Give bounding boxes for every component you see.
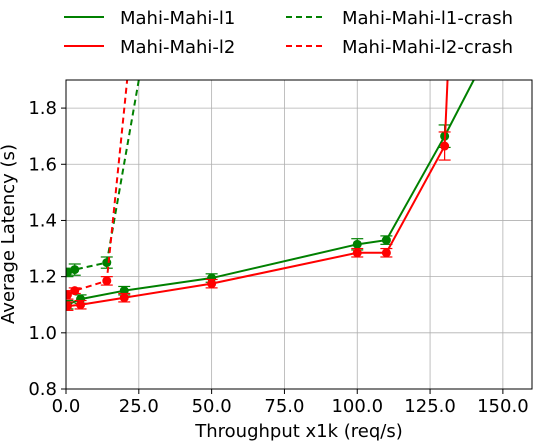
data-point (119, 293, 129, 303)
x-tick-label: 50.0 (192, 396, 232, 417)
x-tick-label: 75.0 (264, 396, 304, 417)
y-tick-label: 1.6 (28, 154, 57, 175)
data-point (70, 286, 80, 296)
data-point (440, 141, 450, 151)
data-point (66, 301, 72, 311)
grid (65, 80, 532, 390)
series-mahi-mahi-l1-crash (66, 80, 140, 278)
y-axis-label: Average Latency (s) (0, 144, 19, 324)
series-mahi-mahi-l2-crash (66, 80, 129, 300)
y-tick-label: 1.2 (28, 267, 57, 288)
data-point (66, 290, 72, 300)
data-point (381, 248, 391, 258)
data-point (352, 248, 362, 258)
x-tick-label: 125.0 (404, 396, 456, 417)
data-point (352, 239, 362, 249)
y-tick-label: 1.8 (28, 98, 57, 119)
y-axis-ticks: 0.8 1.0 1.2 1.4 1.6 1.8 (28, 98, 66, 400)
series-line (67, 80, 140, 274)
series-mahi-mahi-l1 (66, 80, 475, 310)
x-axis-label: Throughput x1k (req/s) (194, 421, 403, 441)
x-tick-label: 25.0 (119, 396, 159, 417)
y-tick-label: 1.4 (28, 210, 57, 231)
legend-entry: Mahi-Mahi-l1 (64, 8, 235, 29)
data-point (207, 279, 217, 289)
legend-entry: Mahi-Mahi-l2 (64, 37, 235, 58)
legend-entry: Mahi-Mahi-l1-crash (286, 8, 513, 29)
x-tick-label: 150.0 (477, 396, 529, 417)
legend-entry: Mahi-Mahi-l2-crash (286, 37, 513, 58)
legend-label: Mahi-Mahi-l1-crash (342, 8, 513, 29)
legend: Mahi-Mahi-l1 Mahi-Mahi-l1-crash Mahi-Mahi-… (64, 8, 513, 58)
legend-label: Mahi-Mahi-l1 (120, 8, 235, 29)
data-point (102, 276, 112, 286)
legend-label: Mahi-Mahi-l2 (120, 37, 235, 58)
series-mahi-mahi-l2 (66, 80, 451, 311)
series-line (67, 80, 475, 306)
series-line (67, 80, 449, 308)
y-tick-label: 0.8 (28, 379, 57, 400)
plot-frame (65, 79, 533, 390)
y-tick-label: 1.0 (28, 323, 57, 344)
legend-label: Mahi-Mahi-l2-crash (342, 37, 513, 58)
series-line (66, 80, 129, 296)
data-point (70, 265, 80, 275)
x-axis-ticks: 0.0 25.0 50.0 75.0 100.0 125.0 150.0 (52, 389, 529, 417)
x-tick-label: 100.0 (331, 396, 383, 417)
data-point (76, 300, 86, 310)
series-layer (66, 80, 475, 311)
data-point (381, 235, 391, 245)
x-tick-label: 0.0 (52, 396, 81, 417)
